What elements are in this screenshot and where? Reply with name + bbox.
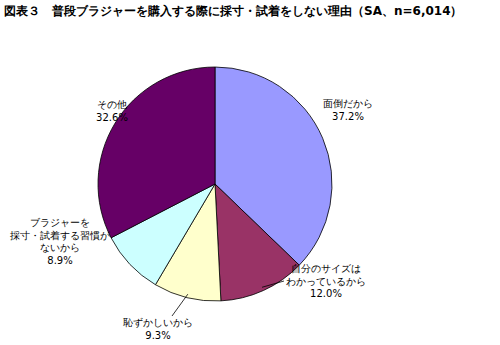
title: 図表３ 普段ブラジャーを購入する際に採寸・試着をしない理由（SA、n=6,014… [4, 4, 462, 18]
value-label: 9.3% [145, 330, 170, 341]
pie-slice [98, 67, 215, 238]
value-label: 12.0% [310, 288, 342, 299]
value-label: 37.2% [332, 111, 364, 122]
slice-label: 自分のサイズはわかっているから [286, 263, 366, 287]
slice-label: 恥ずかしいから [123, 317, 193, 329]
value-label: 8.9% [47, 255, 72, 266]
slice-label: ブラジャーを採寸・試着する習慣がないから [10, 217, 111, 253]
leader-line [172, 294, 188, 316]
leader-line [262, 281, 284, 287]
value-label: 32.6% [96, 112, 128, 123]
slice-label: その他 [97, 99, 127, 110]
slice-label: 面倒だから [323, 98, 373, 109]
chart: 図表３ 普段ブラジャーを購入する際に採寸・試着をしない理由（SA、n=6,014… [0, 0, 500, 345]
